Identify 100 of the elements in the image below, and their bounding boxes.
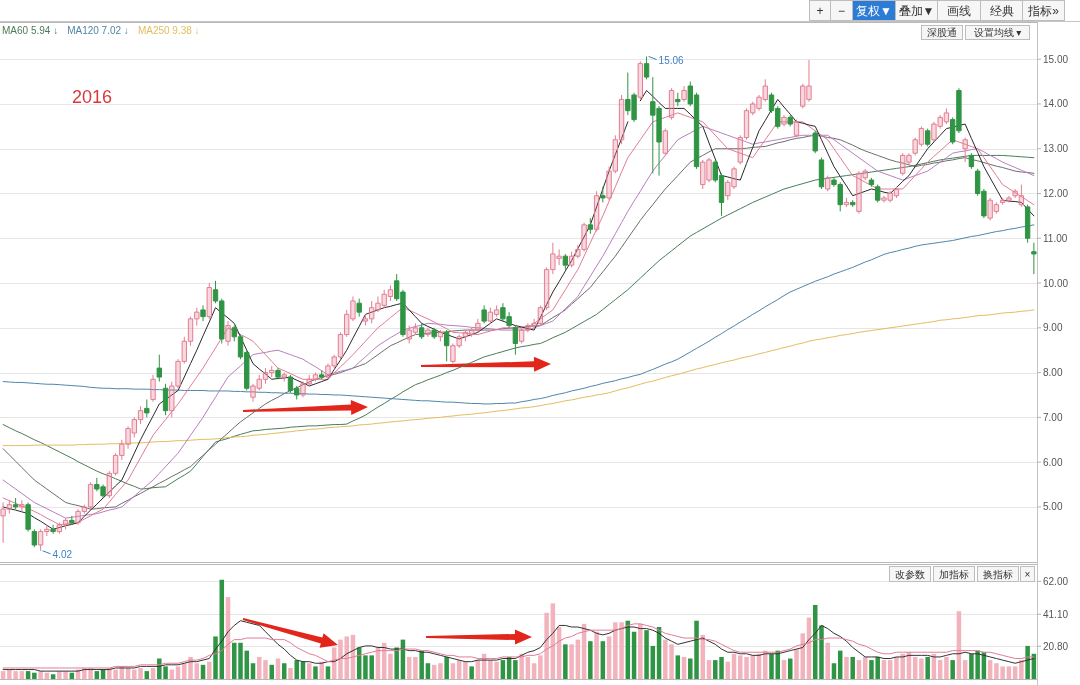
candlestick	[12, 497, 19, 510]
candlestick	[987, 197, 993, 221]
bar	[513, 660, 518, 679]
candlestick	[868, 177, 875, 188]
candlestick	[262, 367, 269, 385]
y-tick-label: 9.00	[1043, 322, 1063, 334]
candlestick	[568, 251, 575, 268]
candlestick	[706, 157, 712, 183]
candlestick	[968, 152, 975, 170]
candlestick	[206, 282, 212, 320]
annotation: 改参数	[895, 568, 925, 580]
candlestick	[306, 374, 312, 387]
candlestick	[325, 363, 331, 380]
candlestick	[556, 248, 562, 266]
candlestick	[1031, 242, 1037, 275]
bar	[175, 666, 181, 679]
candlestick	[250, 383, 256, 403]
candlestick	[612, 134, 619, 174]
bar	[419, 650, 424, 679]
bar	[644, 630, 649, 679]
bar	[413, 656, 418, 679]
bar	[569, 644, 574, 679]
bar	[144, 671, 150, 679]
candlestick	[150, 374, 156, 403]
candlestick	[162, 383, 169, 416]
candlestick	[144, 398, 150, 418]
bar	[675, 655, 681, 679]
bar	[519, 653, 524, 679]
candlestick	[194, 307, 200, 327]
candlestick	[481, 304, 487, 324]
candlestick	[119, 439, 125, 461]
bar	[38, 671, 43, 679]
bar	[831, 663, 837, 679]
candlestick	[369, 300, 375, 324]
candlestick	[112, 452, 119, 477]
candlestick	[618, 94, 625, 145]
candlestick	[543, 266, 550, 311]
candlestick	[425, 327, 431, 338]
bar	[769, 653, 774, 679]
candlestick	[962, 137, 968, 163]
candlestick	[600, 186, 606, 203]
candlestick	[918, 125, 925, 147]
candlestick	[200, 304, 206, 322]
text: 指标»	[1027, 3, 1060, 18]
bar	[213, 636, 218, 679]
candlestick	[169, 381, 175, 418]
candlestick	[475, 318, 481, 333]
y-tick-label: 20.80	[1043, 640, 1069, 652]
bar	[638, 623, 643, 679]
annotation: 换指标	[983, 568, 1013, 580]
bar	[1012, 666, 1018, 679]
bar	[313, 666, 318, 679]
y-tick-label: 12.00	[1043, 187, 1069, 199]
y-tick-label: 14.00	[1043, 98, 1069, 110]
candlestick	[225, 320, 231, 347]
text: MA60 5.94 ↓	[2, 25, 59, 36]
candlestick	[269, 365, 275, 378]
candlestick	[675, 92, 681, 107]
bar	[788, 658, 793, 679]
bar	[1006, 666, 1012, 679]
bar	[450, 663, 456, 679]
candlestick	[31, 528, 38, 548]
bar	[0, 671, 6, 679]
candlestick	[1018, 184, 1025, 208]
candlestick	[856, 170, 862, 215]
annotation: ×	[1024, 568, 1031, 580]
bar	[919, 658, 924, 679]
candlestick	[37, 528, 44, 552]
bar	[944, 656, 949, 679]
candlestick	[275, 367, 281, 380]
y-tick-label: 5.00	[1043, 501, 1063, 513]
y-tick-label: 10.00	[1043, 277, 1069, 289]
y-tick-label: 41.10	[1043, 608, 1069, 620]
candlestick	[637, 60, 643, 100]
candlestick	[843, 197, 850, 208]
candlestick	[587, 217, 594, 235]
text: −	[837, 3, 846, 18]
candlestick	[606, 166, 612, 201]
candlestick	[893, 186, 900, 199]
text: 经典	[989, 3, 1014, 18]
bar	[563, 644, 568, 679]
bar	[819, 625, 824, 679]
candlestick	[156, 354, 162, 383]
annotation: 15.06	[658, 54, 685, 66]
bar	[388, 653, 393, 679]
annotation: 设置均线 ▾	[973, 27, 1022, 38]
text: 2016	[72, 87, 113, 107]
candlestick	[993, 201, 1000, 215]
candlestick	[531, 318, 537, 329]
candlestick	[525, 322, 531, 333]
candlestick	[643, 55, 650, 80]
bar	[825, 642, 830, 679]
candlestick	[44, 524, 50, 537]
bar	[288, 667, 293, 679]
bar	[463, 661, 468, 679]
candlestick	[700, 159, 706, 190]
bar	[925, 656, 930, 679]
candlestick	[344, 309, 350, 338]
candlestick	[412, 322, 419, 336]
candlestick	[518, 327, 525, 344]
